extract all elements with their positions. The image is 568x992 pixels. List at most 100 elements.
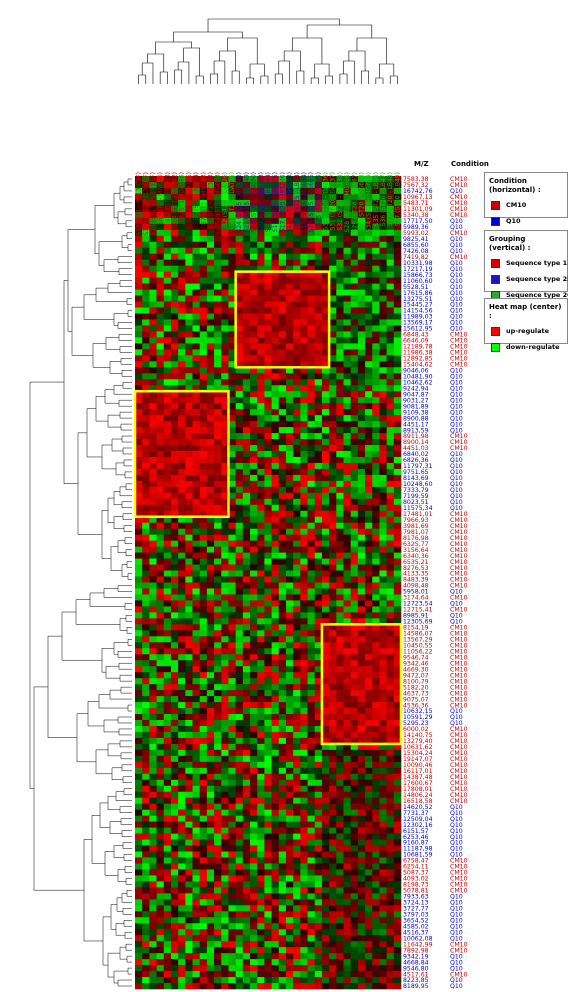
heatmap-cell [365, 642, 373, 649]
heatmap-cell [214, 582, 222, 589]
heatmap-cell [185, 187, 193, 195]
heatmap-cell [314, 498, 323, 506]
heatmap-cell [307, 755, 316, 763]
heatmap-cell [170, 307, 179, 314]
heatmap-cell [192, 456, 200, 464]
heatmap-cell [379, 684, 387, 691]
heatmap-cell [250, 821, 258, 828]
heatmap-cell [372, 498, 380, 506]
heatmap-cell [199, 953, 208, 960]
heatmap-cell [300, 923, 308, 930]
heatmap-cell [372, 307, 380, 314]
heatmap-cell [142, 869, 150, 876]
heatmap-cell [170, 289, 179, 296]
heatmap-cell [250, 893, 258, 900]
heatmap-cell [192, 283, 200, 290]
heatmap-cell [357, 504, 366, 512]
heatmap-cell [228, 887, 236, 894]
heatmap-cell [365, 929, 373, 936]
heatmap-cell [365, 696, 373, 703]
heatmap-cell [300, 959, 308, 966]
heatmap-cell [185, 851, 193, 858]
heatmap-cell [185, 863, 193, 870]
heatmap-cell [393, 235, 402, 243]
heatmap-cell [314, 379, 323, 386]
heatmap-cell [264, 630, 272, 637]
heatmap-cell [206, 893, 215, 900]
heatmap-cell [257, 528, 265, 535]
heatmap-cell [214, 540, 222, 547]
heatmap-cell [142, 211, 150, 219]
heatmap-cell [329, 588, 337, 595]
heatmap-cell [257, 205, 265, 213]
heatmap-cell [163, 546, 172, 553]
heatmap-cell [386, 540, 395, 547]
heatmap-cell [329, 498, 337, 506]
heatmap-cell [242, 522, 251, 529]
heatmap-cell [228, 606, 236, 613]
heatmap-cell [142, 193, 150, 201]
heatmap-cell [242, 510, 251, 518]
heatmap-cell [156, 977, 165, 984]
heatmap-cell [329, 791, 337, 799]
heatmap-cell [221, 319, 229, 326]
heatmap-cell [321, 971, 330, 978]
heatmap-cell [285, 528, 294, 535]
heatmap-cell [307, 397, 316, 404]
heatmap-cell [293, 947, 301, 954]
heatmap-cell [235, 803, 244, 810]
heatmap-cell [142, 899, 150, 906]
heatmap-cell [271, 193, 280, 201]
heatmap-cell [192, 474, 200, 482]
heatmap-cell [372, 570, 380, 577]
heatmap-cell [264, 229, 272, 237]
heatmap-cell [156, 708, 165, 715]
heatmap-cell [228, 229, 236, 237]
heatmap-cell [343, 941, 351, 948]
heatmap-cell [300, 205, 308, 213]
heatmap-cell [206, 319, 215, 326]
heatmap-cell [228, 684, 236, 691]
heatmap-cell [257, 349, 265, 356]
heatmap-cell [264, 576, 272, 583]
heatmap-cell [142, 881, 150, 888]
heatmap-cell [365, 791, 373, 799]
heatmap-cell [142, 522, 150, 529]
heatmap-cell [365, 331, 373, 338]
heatmap-cell [278, 971, 287, 978]
heatmap-cell [142, 433, 150, 440]
heatmap-cell [300, 755, 308, 763]
heatmap-cell [142, 755, 150, 763]
heatmap-cell [206, 827, 215, 834]
heatmap-cell [321, 229, 330, 237]
heatmap-cell [156, 929, 165, 936]
heatmap-cell [393, 875, 402, 882]
heatmap-cell [228, 450, 236, 458]
heatmap-cell [285, 582, 294, 589]
heatmap-cell [372, 546, 380, 553]
heatmap-cell [228, 642, 236, 649]
heatmap-cell [386, 439, 395, 446]
heatmap-cell [336, 373, 344, 380]
heatmap-cell [285, 534, 294, 541]
heatmap-cell [264, 486, 272, 494]
heatmap-cell [386, 367, 395, 374]
heatmap-cell [185, 684, 193, 691]
heatmap-cell [336, 755, 344, 763]
heatmap-cell [257, 217, 265, 225]
heatmap-cell [206, 875, 215, 882]
heatmap-cell [271, 863, 280, 870]
heatmap-cell [142, 827, 150, 834]
heatmap-cell [214, 247, 222, 255]
heatmap-cell [149, 773, 157, 781]
heatmap-cell [278, 731, 287, 739]
heatmap-cell [199, 971, 208, 978]
heatmap-cell [199, 540, 208, 547]
heatmap-cell [357, 624, 366, 631]
heatmap-cell [135, 295, 143, 302]
heatmap-cell [142, 540, 150, 547]
heatmap-cell [228, 947, 236, 954]
heatmap-cell [199, 498, 208, 506]
heatmap-cell [307, 857, 316, 864]
heatmap-cell [185, 343, 193, 350]
